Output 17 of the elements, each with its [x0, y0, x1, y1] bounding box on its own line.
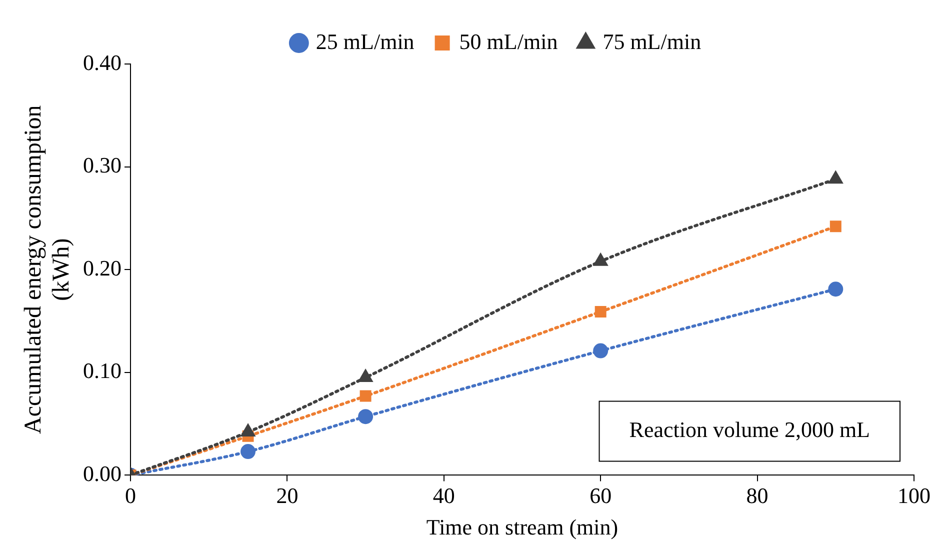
x-tick-label: 80 [746, 483, 768, 508]
legend-label: 75 mL/min [602, 28, 702, 54]
x-tick-label: 20 [276, 483, 298, 508]
y-axis-title: Accumulated energy consumption (kWh) [20, 105, 74, 434]
y-tick-label: 0.00 [83, 460, 122, 486]
annotation: Reaction volume 2,000 mL [629, 416, 870, 442]
y-tick-label: 0.30 [83, 152, 122, 178]
legend-label: 25 mL/min [316, 28, 414, 54]
x-tick-label: 40 [432, 483, 455, 508]
y-tick-label: 0.40 [83, 50, 122, 75]
x-tick-label: 60 [590, 483, 612, 508]
x-tick-label: 0 [125, 483, 136, 508]
y-tick-label: 0.20 [83, 255, 122, 280]
x-axis-title: Time on stream (min) [426, 514, 618, 540]
y-tick-label: 0.10 [83, 358, 122, 384]
x-tick-label: 100 [898, 483, 930, 508]
legend-label: 50 mL/min [459, 28, 558, 54]
